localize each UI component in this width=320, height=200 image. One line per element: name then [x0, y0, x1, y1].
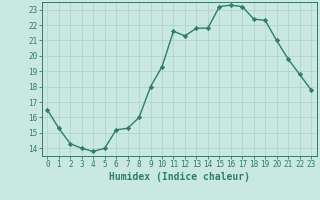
- X-axis label: Humidex (Indice chaleur): Humidex (Indice chaleur): [109, 172, 250, 182]
